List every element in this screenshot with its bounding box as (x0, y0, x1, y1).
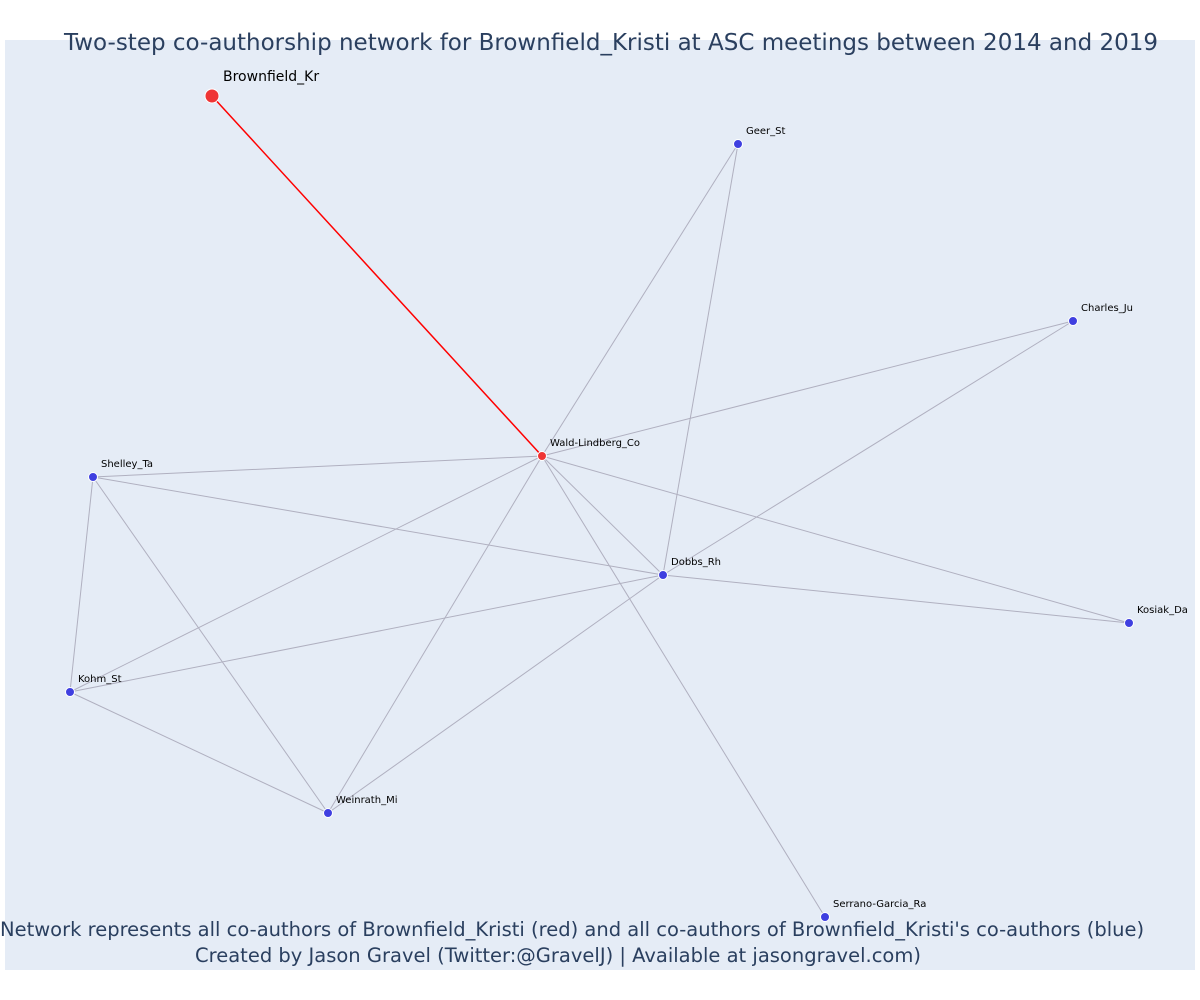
edge-wald-lindberg-co-to-kohm-st (69, 455, 543, 693)
node-charles-ju[interactable] (1068, 316, 1078, 326)
edge-wald-lindberg-co-to-charles-ju (541, 320, 1074, 457)
node-shelley-ta[interactable] (88, 472, 98, 482)
edge-wald-lindberg-co-to-kosiak-da (541, 455, 1130, 624)
edge-dobbs-rh-to-weinrath-mi (327, 574, 664, 814)
node-label-brownfield-kr: Brownfield_Kr (223, 69, 319, 85)
node-weinrath-mi[interactable] (323, 808, 333, 818)
edge-wald-lindberg-co-to-shelley-ta (92, 455, 543, 478)
edge-kohm-st-to-weinrath-mi (69, 691, 329, 814)
node-label-shelley-ta: Shelley_Ta (101, 459, 153, 470)
edge-wald-lindberg-co-to-serrano-garcia-ra (541, 455, 826, 918)
node-wald-lindberg-co[interactable] (537, 451, 547, 461)
node-serrano-garcia-ra[interactable] (820, 912, 830, 922)
chart-title: Two-step co-authorship network for Brown… (63, 30, 1159, 56)
node-label-weinrath-mi: Weinrath_Mi (336, 795, 397, 806)
edges-layer (69, 95, 1130, 918)
edge-dobbs-rh-to-kosiak-da (662, 574, 1130, 624)
edge-wald-lindberg-co-to-dobbs-rh (541, 455, 664, 576)
nodes-layer (65, 88, 1134, 922)
footer-credit: Created by Jason Gravel (Twitter:@Gravel… (195, 944, 921, 967)
node-brownfield-kr[interactable] (204, 88, 220, 104)
node-dobbs-rh[interactable] (658, 570, 668, 580)
node-geer-st[interactable] (733, 139, 743, 149)
edge-geer-st-to-dobbs-rh (662, 143, 739, 576)
node-kohm-st[interactable] (65, 687, 75, 697)
footer-caption: Network represents all co-authors of Bro… (0, 918, 1145, 941)
edge-dobbs-rh-to-kohm-st (69, 574, 664, 693)
edge-shelley-ta-to-kohm-st (69, 476, 94, 693)
edge-brownfield-kr-to-wald-lindberg-co (211, 95, 543, 457)
node-label-charles-ju: Charles_Ju (1081, 303, 1133, 314)
edge-wald-lindberg-co-to-weinrath-mi (327, 455, 543, 814)
labels-layer: Brownfield_Kr Wald-Lindberg_Co Geer_St Char… (78, 69, 1188, 910)
edge-charles-ju-to-dobbs-rh (662, 320, 1074, 576)
edge-wald-lindberg-co-to-geer-st (541, 143, 739, 457)
node-label-geer-st: Geer_St (746, 126, 786, 137)
edge-shelley-ta-to-dobbs-rh (92, 476, 664, 576)
node-label-kohm-st: Kohm_St (78, 674, 122, 685)
node-label-dobbs-rh: Dobbs_Rh (671, 557, 721, 568)
node-label-kosiak-da: Kosiak_Da (1137, 605, 1188, 616)
node-label-wald-lindberg-co: Wald-Lindberg_Co (550, 438, 640, 449)
node-label-serrano-garcia-ra: Serrano-Garcia_Ra (833, 899, 926, 910)
plot-area (5, 40, 1195, 970)
node-kosiak-da[interactable] (1124, 618, 1134, 628)
edge-shelley-ta-to-weinrath-mi (92, 476, 329, 814)
